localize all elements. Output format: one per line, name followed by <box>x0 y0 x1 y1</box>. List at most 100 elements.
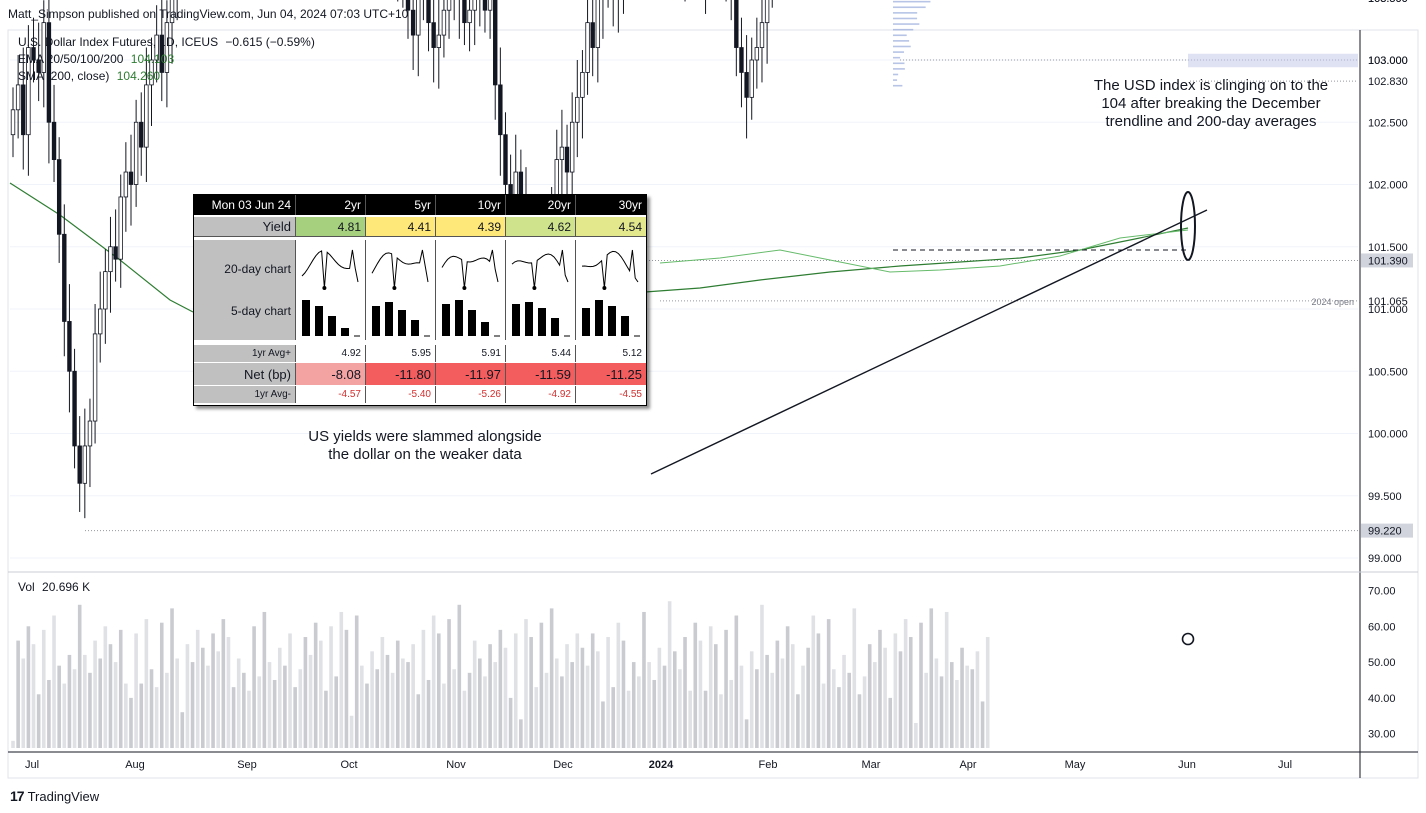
volume-bar <box>365 683 369 748</box>
volume-bar <box>452 669 456 748</box>
volume-bar <box>134 633 138 748</box>
candle-body <box>569 121 575 173</box>
avg-minus-20yr: -4.92 <box>506 386 576 403</box>
symbol-name: U.S. Dollar Index Futures, 1D, ICEUS <box>18 35 219 49</box>
volume-bar <box>929 608 934 748</box>
volume-bar <box>852 608 857 748</box>
time-tick-label: Oct <box>340 759 357 771</box>
sparklines <box>301 249 640 337</box>
volume-bar <box>488 644 492 748</box>
usd-note-line2: 104 after breaking the December <box>1101 95 1321 112</box>
highlight-ellipse[interactable] <box>1180 191 1196 261</box>
avg-minus-30yr: -4.55 <box>619 389 642 400</box>
volume-bar <box>360 665 364 748</box>
tradingview-logo-text: TradingView <box>27 788 100 804</box>
volume-bar <box>980 701 985 748</box>
volume-bar <box>770 672 775 748</box>
volume-bar <box>811 615 816 748</box>
yields-header-row: Mon 03 Jun 24 2yr 5yr 10yr 20yr 30yr <box>194 195 646 215</box>
volume-bar <box>216 651 220 748</box>
volume-legend[interactable]: Vol 20.696 K <box>18 580 90 594</box>
volume-bar <box>472 640 477 748</box>
volume-bar <box>662 665 667 748</box>
volume-bar <box>118 629 123 748</box>
yield-10yr: 4.39 <box>436 217 506 236</box>
candle-body <box>169 0 175 24</box>
candle-body <box>487 0 493 11</box>
yield-20yr: 4.62 <box>506 217 576 236</box>
sparkline-5day-bar <box>621 316 629 336</box>
candle-body <box>149 59 154 86</box>
sparkline-5day-bar <box>468 310 476 336</box>
volume-bar <box>211 633 215 748</box>
volume-bar <box>144 619 149 748</box>
volume-label: Vol <box>18 580 35 594</box>
tenor-header: 30yr <box>576 195 646 215</box>
candle-body <box>87 420 93 447</box>
candle-body <box>446 0 452 11</box>
volume-bar <box>324 690 328 748</box>
volume-bar <box>944 611 949 748</box>
candle-body <box>503 134 508 185</box>
sparkline-5day-bar <box>328 316 336 336</box>
volume-highlight-circle[interactable] <box>1181 632 1195 646</box>
avg-minus-5yr: -5.40 <box>366 386 436 403</box>
volume-bar <box>585 665 590 748</box>
volume-bar <box>283 665 287 748</box>
volume-bar <box>262 611 267 748</box>
avg-minus-row: 1yr Avg- -4.57 -5.40 -5.26 -4.92 -4.55 <box>194 386 646 403</box>
price-level-lines <box>85 53 1358 532</box>
profile-bar <box>893 84 903 87</box>
candle-body <box>739 47 744 73</box>
volume-bar <box>724 629 728 748</box>
volume-bar <box>683 637 687 748</box>
sma-legend[interactable]: SMA (200, close) 104.260 <box>18 69 160 83</box>
volume-bar <box>462 690 467 748</box>
ema-legend[interactable]: EMA 20/50/100/200 104.103 <box>18 52 174 66</box>
volume-bar <box>888 697 893 748</box>
candle-body <box>118 196 123 260</box>
sparkline-20day <box>441 249 499 289</box>
candle-body <box>113 246 118 260</box>
price-label: 99.220 <box>1368 526 1402 538</box>
candle-body <box>441 9 447 36</box>
volume-bar <box>729 679 733 748</box>
sparkline-5day-bar <box>595 300 603 336</box>
volume-bar <box>760 604 764 748</box>
tradingview-logo[interactable]: 17 TradingView <box>10 788 99 804</box>
sma-200-line <box>644 227 1189 293</box>
volume-bar <box>837 687 841 748</box>
tenor-header: 5yr <box>366 195 436 215</box>
volume-bar <box>539 622 544 748</box>
candle-body <box>98 308 103 335</box>
volume-bar <box>277 647 282 748</box>
price-tick-label: 101.000 <box>1368 304 1408 316</box>
volume-bar <box>252 626 256 748</box>
volume-bar <box>231 687 236 748</box>
volume-bar <box>421 629 426 748</box>
candle-body <box>154 34 159 61</box>
symbol-legend[interactable]: U.S. Dollar Index Futures, 1D, ICEUS −0.… <box>18 35 315 49</box>
december-trendline[interactable] <box>650 209 1208 475</box>
yields-annotation: US yields were slammed alongside the dol… <box>290 428 560 464</box>
candle-body <box>754 47 760 61</box>
avg-plus-30yr: 5.12 <box>622 348 642 359</box>
yield-label: Yield <box>194 217 296 236</box>
price-axis: 99.000 99.500 100.000 100.500 101.000 101.500… <box>1368 0 1408 565</box>
volume-bar <box>308 654 313 748</box>
volume-bar <box>893 633 898 748</box>
sparkline-5day-bar <box>411 320 419 336</box>
candle-body <box>26 47 31 136</box>
volume-bar <box>498 629 503 748</box>
candle-body <box>431 22 436 48</box>
ema-label: EMA 20/50/100/200 <box>18 52 124 66</box>
volume-bar <box>637 676 641 748</box>
candle-body <box>749 59 754 98</box>
volume-bar <box>903 619 908 748</box>
volume-bar <box>611 687 616 748</box>
candle-body <box>77 445 82 484</box>
price-tick-label: 103.000 <box>1368 55 1408 67</box>
volume-bar <box>226 637 231 748</box>
volume-bar <box>985 637 990 748</box>
